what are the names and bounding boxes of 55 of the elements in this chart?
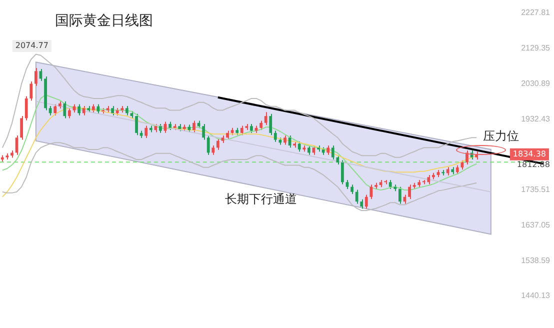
y-tick-label: 1440.13 xyxy=(521,291,551,300)
candlestick xyxy=(331,145,334,160)
candlestick xyxy=(34,67,38,86)
candlestick xyxy=(360,198,364,210)
y-tick-label: 1637.05 xyxy=(521,220,551,230)
candlestick xyxy=(30,81,33,102)
candlestick xyxy=(144,125,148,138)
candlestick xyxy=(111,105,114,116)
candlestick xyxy=(202,123,205,140)
candlestick xyxy=(206,134,210,156)
annotation: 2074.77 xyxy=(15,41,48,50)
candlestick xyxy=(341,160,344,185)
y-tick-label: 2129.35 xyxy=(521,44,551,53)
candlestick xyxy=(24,96,28,121)
annotation: 1834.38 xyxy=(512,149,546,158)
candlestick xyxy=(274,130,277,142)
candlestick xyxy=(269,113,272,136)
annotation: 压力位 xyxy=(483,129,519,144)
ref-line-label: 1812.88 xyxy=(516,160,550,170)
candlestick xyxy=(460,160,464,170)
candlestick xyxy=(82,105,86,116)
candlestick xyxy=(260,120,262,131)
candlestick xyxy=(216,138,220,150)
candlestick xyxy=(370,184,373,200)
candlestick xyxy=(78,104,80,116)
candlestick xyxy=(284,134,286,146)
candlestick xyxy=(466,150,468,166)
y-tick-label: 1735.51 xyxy=(521,185,551,194)
candlestick xyxy=(240,125,244,136)
candlestick xyxy=(96,104,100,114)
candlestick xyxy=(135,113,138,136)
candlestick xyxy=(326,145,330,156)
candlestick xyxy=(350,184,354,195)
y-tick-label: 1932.43 xyxy=(521,114,551,124)
candlestick xyxy=(125,105,128,116)
candlestick xyxy=(264,112,268,126)
y-tick-label: 1538.59 xyxy=(521,256,551,265)
candlestick xyxy=(68,108,71,119)
candlestick xyxy=(20,116,23,140)
candlestick xyxy=(398,186,402,204)
candlestick xyxy=(298,141,301,152)
candlestick xyxy=(63,100,66,119)
y-tick-label: 2030.89 xyxy=(521,78,551,88)
candlestick xyxy=(164,121,167,134)
candlestick xyxy=(212,145,215,156)
candlestick xyxy=(364,194,368,210)
candlestick xyxy=(307,145,310,156)
candlestick xyxy=(336,154,340,166)
candlestick xyxy=(192,120,196,133)
candlestick xyxy=(355,189,358,204)
candlestick xyxy=(54,104,57,116)
y-tick-label: 2227.81 xyxy=(521,8,551,18)
annotation: 长期下行通道 xyxy=(225,192,297,206)
chart-title: 国际黄金日线图 xyxy=(55,12,153,30)
candlestick xyxy=(408,184,411,200)
